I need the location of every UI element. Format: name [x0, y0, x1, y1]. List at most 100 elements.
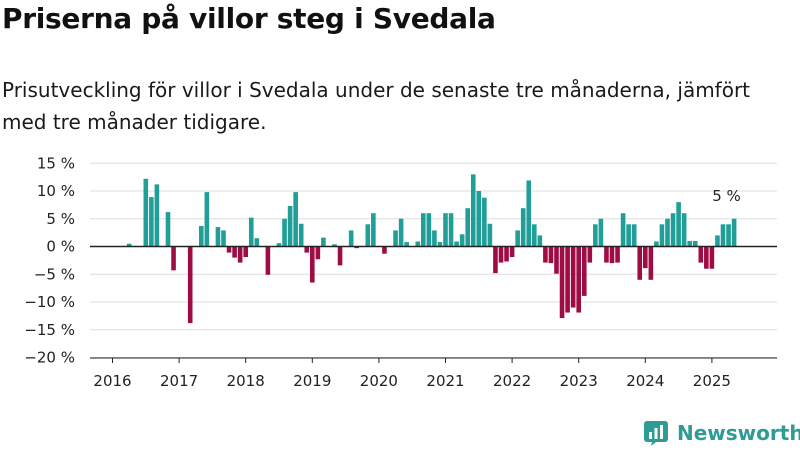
x-tick-label: 2022: [493, 372, 531, 390]
bar: [415, 241, 421, 247]
bar: [643, 246, 648, 269]
bar: [310, 246, 315, 283]
bar: [254, 238, 260, 247]
x-tick-label: 2021: [426, 372, 464, 390]
bar: [337, 246, 343, 266]
bar: [432, 230, 437, 247]
bars: [126, 174, 737, 324]
bar: [276, 243, 282, 247]
bar: [354, 246, 359, 249]
bar: [581, 246, 587, 296]
bar: [243, 246, 248, 258]
bar: [554, 246, 559, 274]
bar: [304, 246, 310, 253]
bar: [199, 225, 204, 247]
bar: [659, 224, 665, 247]
bar: [654, 241, 659, 247]
bar: [171, 246, 176, 271]
bar: [287, 205, 293, 247]
bar: [371, 213, 376, 247]
bar: [631, 224, 637, 247]
bar: [537, 235, 543, 247]
x-tick-label: 2024: [626, 372, 664, 390]
bar: [681, 213, 687, 247]
bar: [282, 218, 287, 247]
bar: [715, 235, 720, 247]
bar: [570, 246, 576, 308]
bar: [332, 244, 337, 247]
x-tick-label: 2018: [227, 372, 265, 390]
bar: [626, 224, 631, 247]
x-tick-label: 2023: [560, 372, 598, 390]
bar: [559, 246, 565, 319]
bar: [454, 241, 459, 247]
bar: [698, 246, 704, 263]
y-tick-label: −15 %: [24, 321, 75, 339]
bar: [232, 246, 237, 258]
bar: [565, 246, 570, 313]
bar: [520, 208, 526, 247]
y-axis-labels: 15 % 10 % 5 % 0 % −5 % −10 % −15 % −20 %: [24, 154, 75, 366]
bar: [543, 246, 548, 263]
bar: [437, 242, 443, 247]
bar: [720, 224, 726, 247]
bar: [526, 180, 532, 247]
x-tick-label: 2017: [160, 372, 198, 390]
chart-title: Priserna på villor steg i Svedala: [2, 2, 496, 35]
bar: [365, 224, 371, 247]
bar: [648, 246, 654, 280]
x-tick-label: 2016: [93, 372, 131, 390]
bar: [143, 178, 149, 247]
bar: [609, 246, 615, 264]
y-tick-label: 0 %: [46, 238, 75, 256]
bar: [426, 213, 432, 247]
y-tick-label: −5 %: [34, 265, 75, 283]
bar: [637, 246, 643, 280]
bar: [532, 224, 537, 247]
bar: [421, 213, 426, 247]
bar: [448, 213, 454, 247]
bar: [265, 246, 271, 275]
y-tick-label: 15 %: [37, 154, 75, 172]
y-tick-label: 5 %: [46, 210, 75, 228]
bar: [215, 227, 221, 247]
bar: [226, 246, 232, 253]
bar: [470, 174, 476, 247]
bar: [615, 246, 620, 263]
bar: [237, 246, 243, 263]
last-value-label: 5 %: [712, 187, 741, 205]
grid-lines: [90, 162, 777, 358]
bar: [321, 237, 326, 247]
bar: [204, 192, 210, 247]
bar: [576, 246, 581, 313]
bar: [670, 213, 676, 247]
x-tick-label: 2019: [293, 372, 331, 390]
bar: [548, 246, 554, 264]
y-tick-label: 10 %: [37, 182, 75, 200]
bar: [476, 191, 482, 247]
bar: [498, 246, 504, 263]
bar: [348, 230, 354, 247]
bar: [593, 224, 598, 247]
bar: [293, 192, 298, 247]
chart-subtitle: Prisutveckling för villor i Svedala unde…: [2, 78, 751, 134]
bar: [598, 218, 604, 247]
bar: [465, 208, 470, 247]
bar: [443, 213, 448, 247]
bar: [587, 246, 593, 263]
bar: [393, 230, 398, 247]
bar: [315, 246, 321, 260]
bar: [692, 240, 698, 247]
bar: [493, 246, 498, 274]
bar: [687, 240, 692, 247]
bar: [154, 184, 160, 247]
bar: [126, 243, 132, 247]
bar: [221, 230, 226, 247]
bar: [404, 242, 409, 247]
y-tick-label: −10 %: [24, 293, 75, 311]
x-axis: 2016 2017 2018 2019 2020 2021 2022 2023 2024 2025: [90, 357, 777, 390]
bar: [509, 246, 515, 258]
bar: [398, 218, 404, 247]
bar: [709, 246, 715, 269]
bar: [731, 218, 737, 247]
